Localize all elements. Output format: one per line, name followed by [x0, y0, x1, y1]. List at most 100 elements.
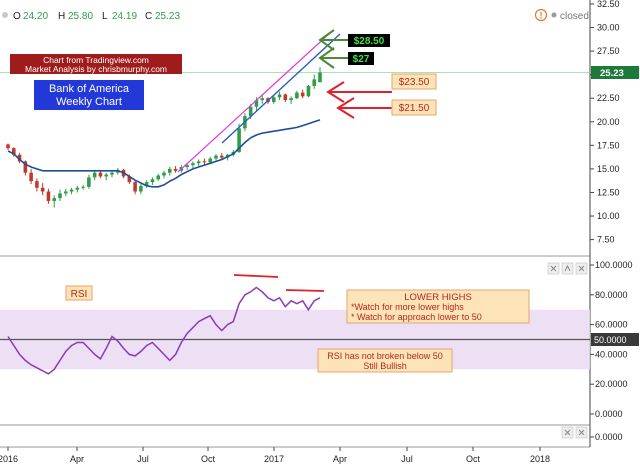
- candle-body: [289, 98, 293, 101]
- status-dot: [551, 12, 557, 18]
- rsi-note-title: LOWER HIGHS: [404, 292, 472, 303]
- rsi-tick-label: 100.0000: [595, 260, 633, 270]
- candle-body: [254, 100, 259, 107]
- pane-move-button[interactable]: [561, 262, 574, 275]
- price-tick-label: 7.50: [597, 235, 615, 245]
- time-tick-label: Apr: [333, 454, 347, 464]
- symbol-status-dot: [2, 12, 8, 18]
- time-tick-label: Jul: [137, 454, 149, 464]
- candle-body: [133, 182, 137, 192]
- rsi-tick-label: 40.0000: [595, 349, 628, 359]
- time-tick-label: 2017: [264, 454, 284, 464]
- candle-body: [191, 163, 195, 166]
- price-tick-label: 22.50: [597, 93, 620, 103]
- rsi-label-text: RSI: [71, 289, 88, 300]
- candle-body: [202, 161, 207, 163]
- rsi-note2-box: [317, 348, 453, 373]
- candle-body: [81, 186, 85, 188]
- candle-body: [40, 187, 45, 192]
- candle-body: [277, 94, 282, 98]
- candle-body: [92, 172, 97, 178]
- candle-body: [260, 98, 265, 101]
- rsi-tick-label: 80.0000: [595, 290, 628, 300]
- candle-body: [52, 198, 57, 201]
- ohlc-close-value: 25.23: [155, 11, 180, 22]
- candle-body: [150, 179, 155, 183]
- ohlc-low-label: L: [102, 11, 108, 22]
- candle-body: [69, 189, 74, 192]
- credit-box: [10, 54, 182, 74]
- candle-body: [162, 172, 166, 176]
- rsi-pane-controls[interactable]: [547, 262, 588, 275]
- rsi-tick-label: 0.0000: [595, 409, 623, 419]
- candle-body: [6, 144, 10, 149]
- green-arrow-lower: [318, 47, 348, 69]
- price-tick-label: 20.00: [597, 117, 620, 127]
- rsi-note2-line-2: Still Bullish: [363, 361, 407, 371]
- channel-upper-line: [177, 32, 331, 173]
- candle-body: [144, 182, 149, 186]
- candle-body: [295, 92, 299, 99]
- rsi-note-line-2: * Watch for approach lower to 50: [351, 312, 482, 322]
- chart-title-line-2: Weekly Chart: [56, 96, 122, 108]
- warning-circle-icon[interactable]: !: [534, 8, 548, 22]
- chart-title-box: [34, 80, 144, 110]
- candle-body: [219, 155, 224, 158]
- candle-body: [35, 181, 39, 188]
- axes-layer: 32.5030.0027.5025.0022.5020.0017.5015.00…: [0, 0, 633, 464]
- current-price-value: 25.23: [600, 68, 624, 79]
- candle-body: [29, 172, 33, 182]
- rsi-tick-label: 20.0000: [595, 379, 628, 389]
- ohlc-open-value: 24.20: [23, 11, 48, 22]
- time-tick-label: 2018: [530, 454, 550, 464]
- svg-text:!: !: [540, 11, 543, 21]
- credit-line-1: Chart from Tradingview.com: [43, 55, 149, 65]
- ohlc-close-label: C: [145, 11, 152, 22]
- candle-body: [58, 193, 62, 199]
- candle-body: [11, 148, 16, 155]
- price-tick-label: 27.50: [597, 46, 620, 56]
- rsi-label-box: [65, 285, 93, 301]
- time-tick-label: Oct: [466, 454, 481, 464]
- candle-body: [75, 187, 80, 190]
- support-1-tag: [391, 73, 437, 90]
- candle-body: [283, 94, 288, 101]
- candle-body: [173, 168, 178, 171]
- candle-body: [196, 161, 201, 164]
- target-mid-tag: [348, 52, 374, 65]
- candle-body: [139, 185, 143, 192]
- time-tick-label: 2016: [0, 454, 18, 464]
- support-2-tag: [391, 99, 437, 116]
- candle-body: [300, 92, 305, 97]
- channel-lower-line: [221, 33, 341, 144]
- time-tick-label: Oct: [201, 454, 216, 464]
- support-2-text: $21.50: [399, 103, 430, 114]
- rsi-level-tag: [591, 333, 639, 346]
- red-arrow-lower: [336, 97, 392, 119]
- candle-body: [98, 172, 103, 177]
- target-mid-text: $27: [353, 54, 370, 65]
- main-pane-background: [0, 0, 590, 250]
- red-arrow-upper: [326, 81, 392, 103]
- ohlc-high-label: H: [58, 11, 65, 22]
- candle-body: [318, 72, 322, 83]
- ohlc-open-label: O: [13, 11, 21, 22]
- current-price-tag: [591, 66, 639, 80]
- target-high-text: $28.50: [354, 36, 385, 47]
- candle-body: [23, 161, 28, 173]
- price-tick-label: 32.50: [597, 0, 620, 9]
- candle-body: [104, 174, 109, 177]
- ohlc-high-value: 25.80: [68, 11, 93, 22]
- volume-pane-controls[interactable]: [561, 426, 588, 439]
- candle-body: [17, 154, 22, 162]
- price-tick-label: 10.00: [597, 211, 620, 221]
- rsi-level-value: 50.0000: [594, 335, 627, 345]
- rsi-tick-label: 60.0000: [595, 320, 628, 330]
- ema-series-line: [7, 119, 321, 188]
- price-tick-label: 17.50: [597, 140, 620, 150]
- extra-tick-label: 0.0000: [595, 432, 623, 442]
- candle-body: [156, 175, 161, 180]
- price-tick-label: 30.00: [597, 23, 620, 33]
